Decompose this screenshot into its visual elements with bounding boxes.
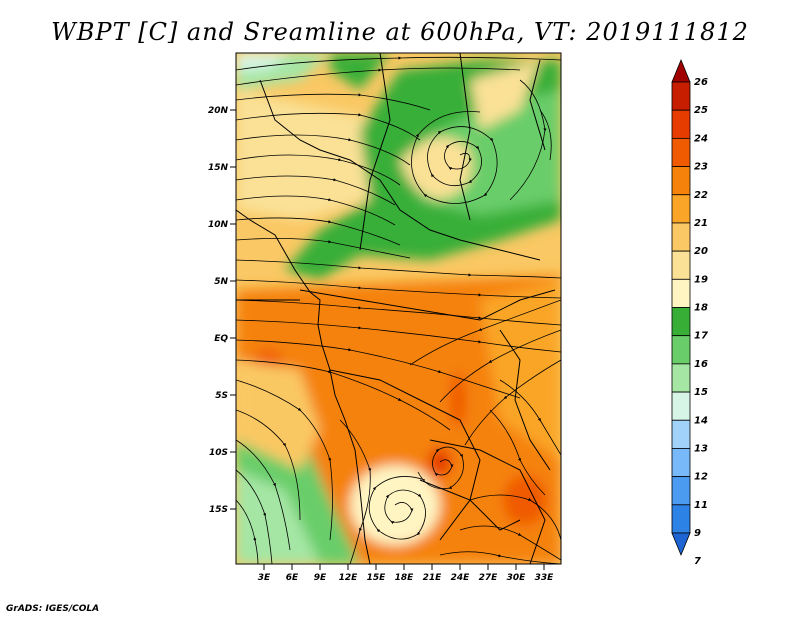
- colorbar-label: 17: [694, 331, 708, 342]
- longitude-labels: 3E 6E 9E 12E 15E 18E 21E 24E 27E 30E 33E: [258, 573, 554, 583]
- latitude-labels: 20N 15N 10N 5N EQ 5S 10S 15S: [208, 106, 229, 515]
- lat-label: 10N: [208, 220, 229, 230]
- lat-label: 20N: [208, 106, 229, 116]
- colorbar-swatch: [671, 335, 691, 365]
- colorbar-label: 23: [694, 162, 708, 173]
- colorbar-swatch: [671, 532, 691, 557]
- lon-label: 15E: [367, 573, 387, 583]
- colorbar-swatch: [671, 448, 691, 478]
- colorbar-swatch: [671, 109, 691, 139]
- colorbar-label: 25: [694, 105, 708, 116]
- colorbar-label: 20: [694, 246, 708, 257]
- colorbar-swatch: [671, 476, 691, 506]
- colorbar-swatch: [671, 419, 691, 449]
- lat-label: 10S: [209, 448, 228, 458]
- colorbar-label: 7: [694, 556, 701, 567]
- lon-label: 21E: [423, 573, 443, 583]
- colorbar-swatch: [671, 504, 691, 534]
- lon-label: 6E: [286, 573, 299, 583]
- lat-label: EQ: [214, 334, 228, 344]
- colorbar-swatch: [671, 363, 691, 393]
- colorbar-swatch: [671, 137, 691, 167]
- colorbar: 26 25 24 23 22 21 20 19 18 17 16 15 14 13 12 11 9 7: [671, 58, 708, 567]
- lat-label: 15N: [208, 163, 229, 173]
- map-plot-area: [236, 53, 561, 564]
- lon-label: 24E: [451, 573, 471, 583]
- lon-label: 30E: [507, 573, 527, 583]
- colorbar-label: 22: [694, 190, 708, 201]
- colorbar-label: 21: [694, 218, 708, 229]
- colorbar-swatch: [671, 166, 691, 196]
- lon-label: 33E: [535, 573, 555, 583]
- colorbar-swatch: [671, 278, 691, 308]
- colorbar-swatch: [671, 81, 691, 111]
- lat-label: 5N: [214, 277, 228, 287]
- colorbar-swatch: [671, 194, 691, 224]
- colorbar-label: 12: [694, 472, 708, 483]
- lat-label: 5S: [215, 391, 228, 401]
- wbpt-field-shading: [236, 53, 561, 564]
- lon-label: 18E: [395, 573, 415, 583]
- colorbar-swatch: [671, 391, 691, 421]
- colorbar-label: 24: [694, 133, 708, 144]
- colorbar-label: 11: [694, 500, 708, 511]
- grads-credit: GrADS: IGES/COLA: [6, 604, 100, 614]
- lon-label: 3E: [258, 573, 271, 583]
- colorbar-label: 19: [694, 274, 708, 285]
- lon-label: 12E: [339, 573, 359, 583]
- colorbar-label: 18: [694, 303, 708, 314]
- colorbar-swatch: [671, 307, 691, 337]
- colorbar-label: 26: [694, 77, 708, 88]
- longitude-axis: [263, 564, 545, 570]
- map-title: WBPT [C] and Sreamline at 600hPa, VT: 20…: [51, 18, 749, 46]
- map-frame: [235, 52, 562, 565]
- lon-label: 9E: [314, 573, 327, 583]
- colorbar-label: 13: [694, 443, 708, 454]
- lon-label: 27E: [479, 573, 499, 583]
- colorbar-swatch: [671, 222, 691, 252]
- lat-label: 15S: [209, 505, 228, 515]
- streamlines: [236, 56, 561, 564]
- colorbar-label: 16: [694, 359, 708, 370]
- colorbar-label: 14: [694, 415, 708, 426]
- colorbar-label: 15: [694, 387, 708, 398]
- colorbar-swatch: [671, 250, 691, 280]
- colorbar-swatch: [671, 58, 691, 83]
- latitude-axis: [230, 109, 236, 510]
- colorbar-label: 9: [694, 528, 701, 539]
